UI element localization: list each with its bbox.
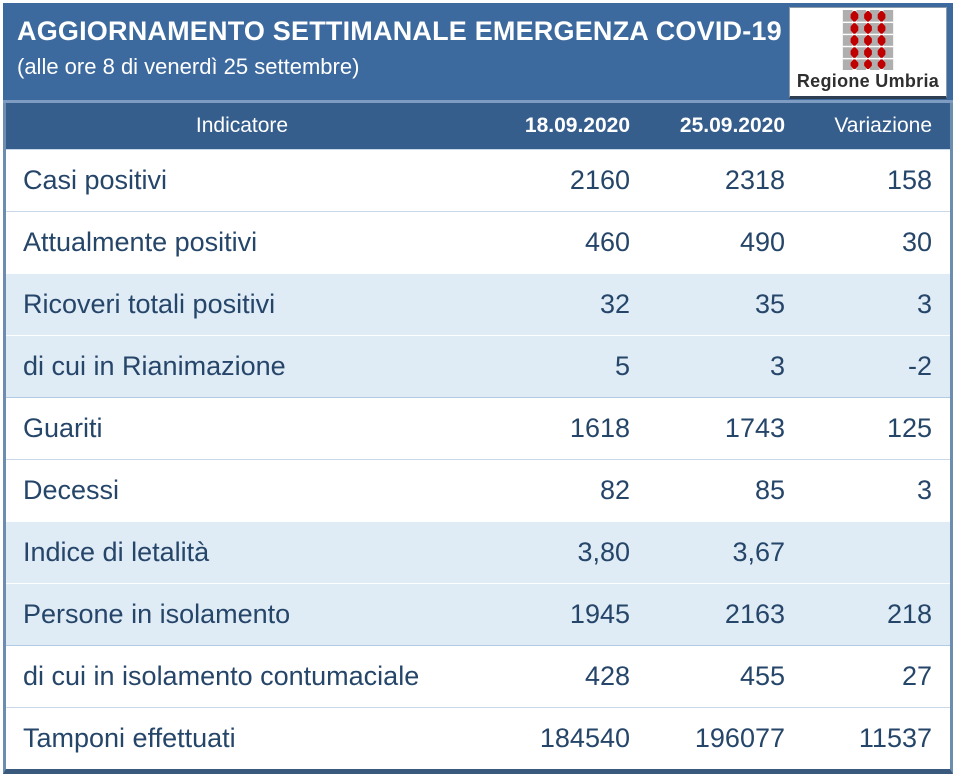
- table-row-attualmente-positivi: Attualmente positivi 460 490 30: [6, 211, 950, 273]
- indicator-cell: Guariti: [23, 413, 103, 443]
- logo-label: Regione Umbria: [796, 71, 940, 91]
- indicator-cell: Casi positivi: [23, 165, 168, 195]
- value-prev-cell: 32: [599, 289, 630, 319]
- value-prev-cell: 2160: [569, 165, 630, 195]
- table-header-row: Indicatore 18.09.2020 25.09.2020 Variazi…: [6, 103, 950, 149]
- value-curr-cell: 85: [754, 475, 785, 505]
- value-curr-cell: 490: [739, 227, 785, 257]
- value-prev-cell: 3,80: [577, 537, 630, 567]
- covid-indicators-table: Indicatore 18.09.2020 25.09.2020 Variazi…: [3, 103, 953, 774]
- value-prev-cell: 1618: [569, 413, 630, 443]
- title-banner: AGGIORNAMENTO SETTIMANALE EMERGENZA COVI…: [3, 3, 953, 103]
- table-row-indice-letalita: Indice di letalità 3,80 3,67: [6, 521, 950, 583]
- value-curr-cell: 3: [769, 351, 785, 381]
- page-title: AGGIORNAMENTO SETTIMANALE EMERGENZA COVI…: [17, 16, 782, 46]
- regione-umbria-logo: Regione Umbria: [789, 7, 947, 99]
- table-row-decessi: Decessi 82 85 3: [6, 459, 950, 521]
- indicator-cell: Decessi: [23, 475, 120, 505]
- value-prev-cell: 428: [584, 661, 630, 691]
- table-row-casi-positivi: Casi positivi 2160 2318 158: [6, 149, 950, 211]
- variation-cell: 218: [886, 599, 932, 629]
- indicator-cell: Indice di letalità: [23, 537, 210, 567]
- variation-cell: 158: [886, 165, 932, 195]
- indicator-cell: di cui in Rianimazione: [23, 351, 286, 381]
- variation-cell: 30: [901, 227, 932, 257]
- value-prev-cell: 460: [584, 227, 630, 257]
- indicator-cell: di cui in isolamento contumaciale: [23, 661, 420, 691]
- value-prev-cell: 1945: [569, 599, 630, 629]
- table-row-isolamento-contumaciale: di cui in isolamento contumaciale 428 45…: [6, 645, 950, 707]
- value-curr-cell: 455: [739, 661, 785, 691]
- variation-cell: 125: [886, 413, 932, 443]
- value-curr-cell: 3,67: [732, 537, 785, 567]
- value-curr-cell: 1743: [724, 413, 785, 443]
- table-row-rianimazione: di cui in Rianimazione 5 3 -2: [6, 335, 950, 397]
- variation-cell: -2: [907, 351, 932, 381]
- indicator-cell: Ricoveri totali positivi: [23, 289, 276, 319]
- column-header-date-prev: 18.09.2020: [524, 114, 630, 137]
- column-header-date-curr: 25.09.2020: [679, 114, 785, 137]
- variation-cell: 3: [916, 289, 932, 319]
- table-row-persone-isolamento: Persone in isolamento 1945 2163 218: [6, 583, 950, 645]
- indicator-cell: Persone in isolamento: [23, 599, 291, 629]
- variation-cell: 11537: [858, 723, 932, 753]
- value-curr-cell: 2163: [724, 599, 785, 629]
- column-header-variation: Variazione: [834, 114, 932, 137]
- table-row-tamponi: Tamponi effettuati 184540 196077 11537: [6, 707, 950, 769]
- indicator-cell: Attualmente positivi: [23, 227, 258, 257]
- variation-cell: 3: [916, 475, 932, 505]
- value-curr-cell: 35: [754, 289, 785, 319]
- regione-umbria-emblem-icon: [842, 10, 894, 70]
- value-curr-cell: 2318: [724, 165, 785, 195]
- value-prev-cell: 184540: [539, 723, 630, 753]
- value-prev-cell: 5: [614, 351, 630, 381]
- indicator-cell: Tamponi effettuati: [23, 723, 236, 753]
- value-prev-cell: 82: [599, 475, 630, 505]
- page-subtitle: (alle ore 8 di venerdì 25 settembre): [17, 54, 360, 79]
- variation-cell: 27: [901, 661, 932, 691]
- value-curr-cell: 196077: [694, 723, 785, 753]
- column-header-indicator: Indicatore: [195, 114, 289, 137]
- table-row-guariti: Guariti 1618 1743 125: [6, 397, 950, 459]
- table-row-ricoveri-totali: Ricoveri totali positivi 32 35 3: [6, 273, 950, 335]
